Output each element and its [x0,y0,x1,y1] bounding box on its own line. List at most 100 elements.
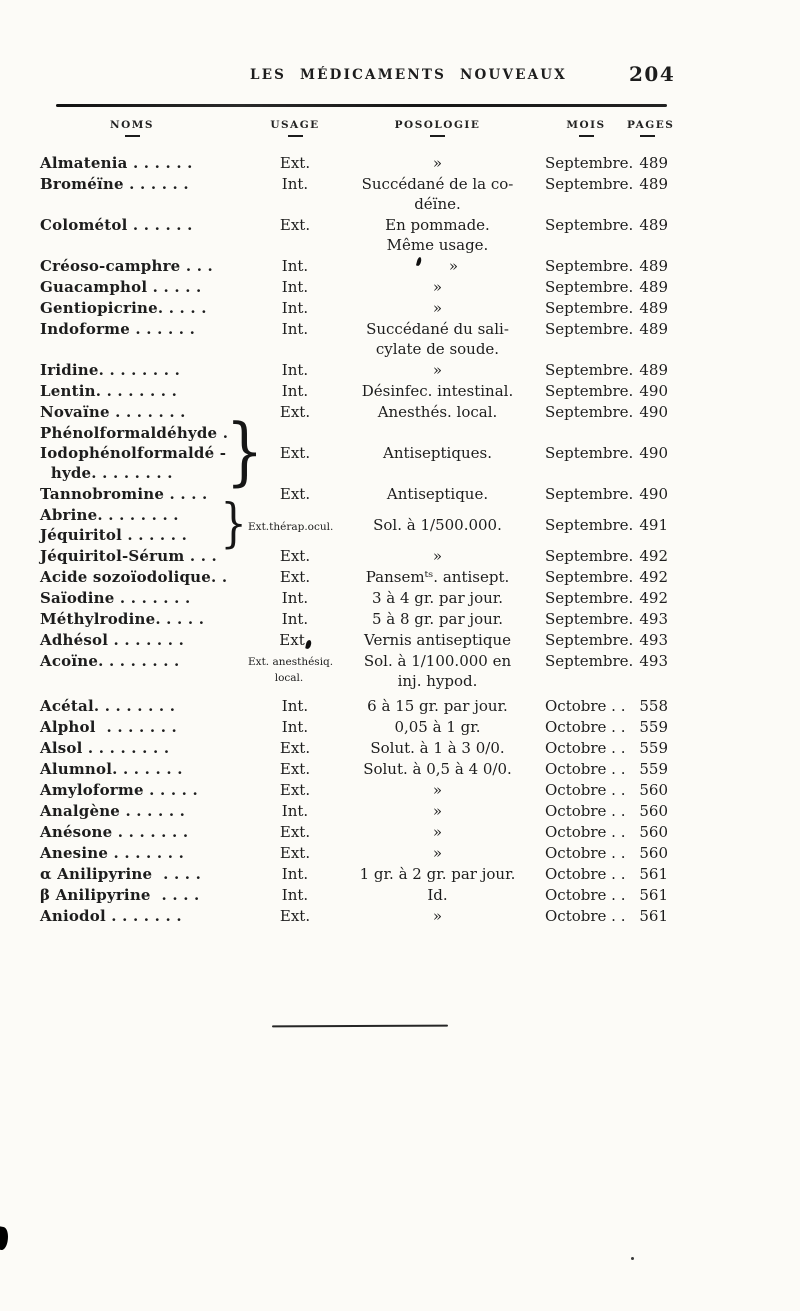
drug-name-line: Iodophénolformaldé - [40,444,227,462]
table-row: Analgène . . . . . . Int. » Octobre . . 560 [40,801,668,821]
drug-name-cell: Lentin. . . . . . . . [40,382,178,400]
page-ref-cell: 559 [639,739,668,757]
table-row: Abrine. . . . . . . . Jéquiritol . . . . … [40,498,668,550]
posology-line: » [432,547,443,565]
usage-cell: Int. [281,718,309,736]
table-row: Guacamphol . . . . . Int. » Septembre. 489 [40,277,668,297]
header-dash [640,135,655,137]
posology-line: Sol. à 1/500.000. [373,516,502,534]
column-header-noms: NOMS [22,119,242,137]
posology-cell: » [330,843,545,863]
section-separator-rule [271,1024,449,1028]
page-ref-cell: 489 [639,320,668,338]
posology-cell: » [330,360,545,380]
drug-name-cell: Guacamphol . . . . . [40,278,202,296]
table-row: α Anilipyrine . . . . Int. 1 gr. à 2 gr. p… [40,864,668,884]
page-ref-cell: 489 [639,216,668,234]
column-header-posologie: POSOLOGIE [330,119,545,137]
table-row: Alsol . . . . . . . . Ext. Solut. à 1 à 3 … [40,738,668,758]
drug-name-cell: Saïodine . . . . . . . [40,589,191,607]
drug-name-line: Jéquiritol . . . . . . [40,526,188,544]
posology-line: Sol. à 1/100.000 en [363,652,512,670]
posology-line: » [432,802,443,820]
drug-name-cell: Alsol . . . . . . . . [40,739,170,757]
page-ref-cell: 560 [639,781,668,799]
month-cell: Octobre . . [545,718,626,736]
month-cell: Septembre. [545,216,634,234]
table-row: Créoso-camphre . . . Int. » Septembre. 489 [40,256,668,276]
posology-line: Même usage. [386,236,489,254]
table-row: β Anilipyrine . . . . Int. Id. Octobre . . 5… [40,885,668,905]
posology-line: » [432,361,443,379]
usage-cell: Ext. anesthésiq. local. [248,651,333,686]
ink-speck [631,1257,634,1260]
usage-cell: Int. [281,697,309,715]
drug-name-cell: Tannobromine . . . . [40,485,208,503]
page-ref-cell: 489 [639,154,668,172]
usage-cell: Int. [281,175,309,193]
usage-cell: Int. [281,361,309,379]
drug-name-cell: Novaïne . . . . . . . [40,403,186,421]
posology-cell: » [330,906,545,926]
month-cell: Septembre. [545,361,634,379]
usage-cell: Int. [281,299,309,317]
usage-cell: Int. [281,589,309,607]
posology-cell: Succédané de la co-déïne. [330,174,545,214]
page-ref-cell: 559 [639,718,668,736]
page-ref-cell: 492 [639,547,668,565]
usage-cell: Ext. [279,781,311,799]
table-row: Aniodol . . . . . . . Ext. » Octobre . . 561 [40,906,668,926]
month-cell: Septembre. [545,403,634,421]
page-ref-cell: 493 [639,631,668,649]
column-header-pages: PAGES [627,119,673,137]
group-brace-icon: } [225,408,264,495]
drug-name-cell: Almatenia . . . . . . [40,154,193,172]
posology-line: Anesthés. local. [377,403,498,421]
posology-line: inj. hypod. [397,672,478,690]
month-cell: Octobre . . [545,823,626,841]
header-dash [287,135,303,137]
table-row: Anésone . . . . . . . Ext. » Octobre . . 560 [40,822,668,842]
drug-name-cell: Anésone . . . . . . . [40,823,189,841]
ink-mark [304,639,312,650]
drug-name-line: hyde. . . . . . . . [40,464,173,482]
usage-cell: Int. [281,865,309,883]
month-cell: Octobre . . [545,739,626,757]
page-ref-cell: 491 [639,516,668,534]
table-row: Broméïne . . . . . . Int. Succédané de la … [40,174,668,214]
posology-cell: Antiseptiques. [330,443,545,463]
usage-cell: Ext. [279,907,311,925]
usage-cell: Ext.thérap.ocul. [248,520,334,533]
posology-cell: » [330,256,545,276]
header-dash [124,135,140,137]
usage-cell: Ext. [279,547,311,565]
posology-cell: Solut. à 1 à 3 0/0. [330,738,545,758]
page-number: 204 [629,62,676,86]
month-cell: Septembre. [545,516,634,534]
drug-name-cell: Phénolformaldéhyde . Iodophénolformaldé -… [40,415,263,489]
month-cell: Septembre. [545,320,634,338]
posology-line: 1 gr. à 2 gr. par jour. [359,865,516,883]
usage-cell: Ext. [279,844,311,862]
page-ref-cell: 489 [639,361,668,379]
posology-line: déïne. [414,195,461,213]
column-header-label: PAGES [627,119,675,131]
posology-cell: Sol. à 1/100.000 en inj. hypod. [330,651,545,691]
drug-name-cell: Amyloforme . . . . . [40,781,198,799]
page-ref-cell: 493 [639,652,668,670]
posology-cell: » [330,298,545,318]
month-cell: Octobre . . [545,781,626,799]
page-ref-cell: 560 [639,823,668,841]
page-ref-cell: 489 [639,278,668,296]
table-row: Acoïne. . . . . . . . Ext. anesthésiq. loc… [40,651,668,691]
month-cell: Septembre. [545,299,634,317]
table-row: Alphol . . . . . . . Int. 0,05 à 1 gr. Octo… [40,717,668,737]
posology-line: Pansemᵗˢ. antisept. [365,568,510,586]
table-row: Saïodine . . . . . . . Int. 3 à 4 gr. par … [40,588,668,608]
usage-cell: Int. [281,257,309,275]
table-row: Indoforme . . . . . . Int. Succédané du sa… [40,319,668,359]
table-rows: Almatenia . . . . . . Ext.» Septembre. 489 B… [40,153,668,927]
table-row: Acétal. . . . . . . . Int. 6 à 15 gr. par … [40,696,668,716]
table-row: Phénolformaldéhyde . Iodophénolformaldé -… [40,415,668,489]
drug-name-cell: Abrine. . . . . . . . Jéquiritol . . . . … [40,498,260,550]
